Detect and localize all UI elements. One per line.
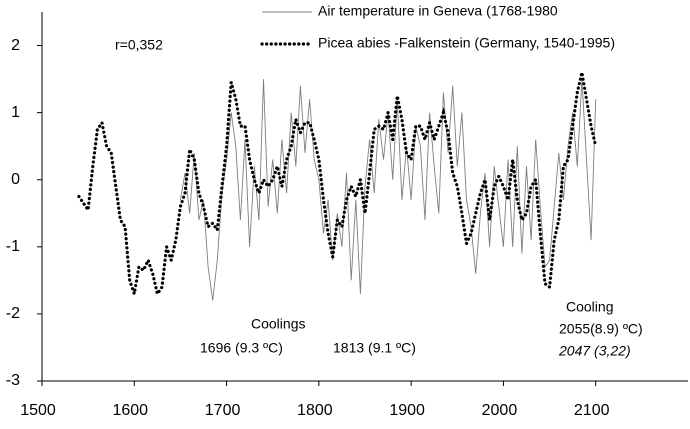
y-tick-label: -2 [6, 305, 20, 322]
y-tick-label: -1 [6, 238, 20, 255]
annotation: Cooling [566, 299, 613, 315]
series-line [77, 72, 598, 298]
annotation: Coolings [251, 316, 305, 332]
legend-label: Picea abies -Falkenstein (Germany, 1540-… [318, 35, 615, 51]
x-tick-label: 2000 [482, 402, 518, 419]
x-tick-label: 1700 [205, 402, 241, 419]
annotation: r=0,352 [115, 37, 163, 53]
annotation: 2055(8.9) ºC) [559, 321, 643, 337]
annotation: 1696 (9.3 ºC) [200, 340, 283, 356]
legend-label: Air temperature in Geneva (1768-1980 [318, 3, 558, 19]
y-tick-label: 1 [11, 104, 20, 121]
x-tick-label: 2100 [574, 402, 610, 419]
annotation: 2047 (3,22) [558, 343, 631, 359]
y-tick-label: -3 [6, 372, 20, 389]
y-tick-label: 0 [11, 171, 20, 188]
x-tick-label: 1900 [389, 402, 425, 419]
x-tick-label: 1500 [20, 402, 56, 419]
x-tick-label: 1600 [112, 402, 148, 419]
x-tick-label: 1800 [297, 402, 333, 419]
y-tick-label: 2 [11, 37, 20, 54]
annotation: 1813 (9.1 ºC) [333, 340, 416, 356]
